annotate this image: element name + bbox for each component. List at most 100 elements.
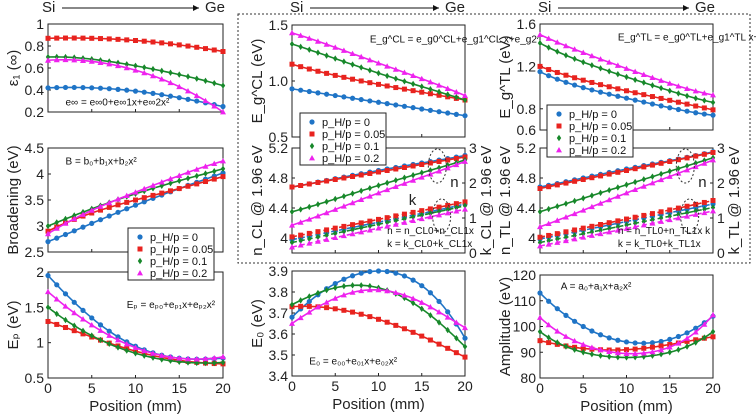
triangle-marker <box>106 332 113 338</box>
triangle-marker <box>309 155 315 161</box>
triangle-marker <box>106 199 113 206</box>
circle-marker <box>375 268 382 274</box>
circle-marker <box>710 112 716 118</box>
si-label: Si <box>290 0 303 16</box>
k-label: k <box>409 192 417 209</box>
circle-marker <box>375 99 382 105</box>
circle-marker <box>97 217 104 223</box>
triangle-marker <box>453 161 460 168</box>
diamond-marker <box>632 76 638 84</box>
square-marker <box>384 215 390 221</box>
square-marker <box>554 182 560 188</box>
triangle-marker <box>167 175 174 182</box>
diamond-marker <box>436 88 442 96</box>
square-marker <box>589 79 595 85</box>
circle-marker <box>658 103 664 109</box>
triangle-marker <box>375 60 382 66</box>
square-marker <box>384 83 390 89</box>
diamond-marker <box>159 67 164 75</box>
diamond-marker <box>658 351 664 358</box>
square-marker <box>649 211 655 217</box>
series-3 <box>45 158 226 237</box>
triangle-marker <box>176 355 183 361</box>
series-0 <box>537 290 716 346</box>
diamond-marker <box>402 215 407 223</box>
square-marker <box>194 181 200 187</box>
diamond-marker <box>445 91 450 98</box>
legend-entry: p_H/p = 0.05 <box>569 121 632 133</box>
square-marker <box>693 153 699 159</box>
circle-marker <box>546 298 552 304</box>
triangle-marker <box>123 192 130 199</box>
square-marker <box>554 231 560 237</box>
diamond-marker <box>710 204 716 211</box>
diamond-marker <box>333 284 338 291</box>
triangle-marker <box>332 44 339 50</box>
square-marker <box>133 197 138 203</box>
legend-entry: p_H/p = 0 <box>150 232 198 244</box>
triangle-marker <box>150 350 156 356</box>
square-marker <box>615 218 621 224</box>
diamond-marker <box>72 212 77 219</box>
circle-marker <box>124 206 130 212</box>
triangle-marker <box>614 193 621 199</box>
y-tick-label: 90 <box>520 344 536 360</box>
square-marker <box>436 341 442 347</box>
y-tick-label: 4 <box>280 230 288 246</box>
square-marker <box>572 178 578 184</box>
x-tick-label: 15 <box>414 378 430 394</box>
circle-marker <box>367 268 373 275</box>
triangle-marker <box>580 341 587 347</box>
diamond-marker <box>159 182 164 189</box>
circle-marker <box>341 276 347 282</box>
square-marker <box>580 345 586 351</box>
diamond-marker <box>589 62 595 69</box>
arrow-head-icon <box>433 5 439 11</box>
circle-marker <box>62 84 69 91</box>
square-marker <box>98 36 103 42</box>
legend-entry: p_H/p = 0.2 <box>322 153 379 165</box>
diamond-marker <box>341 228 347 235</box>
circle-marker <box>115 334 121 340</box>
square-marker <box>554 69 560 75</box>
circle-marker <box>554 306 560 312</box>
square-marker <box>358 220 364 226</box>
diamond-marker <box>702 97 707 104</box>
square-marker <box>641 92 647 98</box>
y-axis-label: E_g^CL (eV) <box>249 39 266 124</box>
diamond-marker <box>632 220 638 227</box>
square-marker <box>141 195 147 201</box>
diamond-marker <box>324 286 329 294</box>
x-tick-label: 10 <box>619 380 635 396</box>
triangle-marker <box>462 324 468 331</box>
square-marker <box>462 354 468 360</box>
x-axis-label: Position (mm) <box>89 398 182 415</box>
diamond-marker <box>72 322 77 329</box>
y-tick-label: 120 <box>513 267 537 283</box>
triangle-marker <box>323 236 330 242</box>
circle-marker <box>97 85 104 91</box>
square-marker <box>427 160 433 166</box>
diamond-marker <box>350 282 355 289</box>
square-marker <box>427 337 433 343</box>
square-marker <box>63 35 68 41</box>
triangle-marker <box>71 309 78 316</box>
circle-marker <box>572 82 578 88</box>
triangle-marker <box>97 203 104 209</box>
triangle-marker <box>289 29 295 36</box>
square-marker <box>341 74 347 80</box>
square-marker <box>537 63 543 69</box>
triangle-marker <box>614 349 621 356</box>
square-marker <box>133 38 138 43</box>
triangle-marker <box>349 289 356 295</box>
diamond-marker <box>384 72 390 80</box>
diamond-marker <box>124 347 129 354</box>
triangle-marker <box>392 183 399 190</box>
diamond-marker <box>307 235 312 243</box>
triangle-marker <box>323 299 330 305</box>
triangle-marker <box>554 39 561 45</box>
circle-marker <box>332 281 338 287</box>
triangle-marker <box>710 157 716 163</box>
diamond-marker <box>572 232 577 239</box>
arrow-head-icon <box>683 5 689 11</box>
